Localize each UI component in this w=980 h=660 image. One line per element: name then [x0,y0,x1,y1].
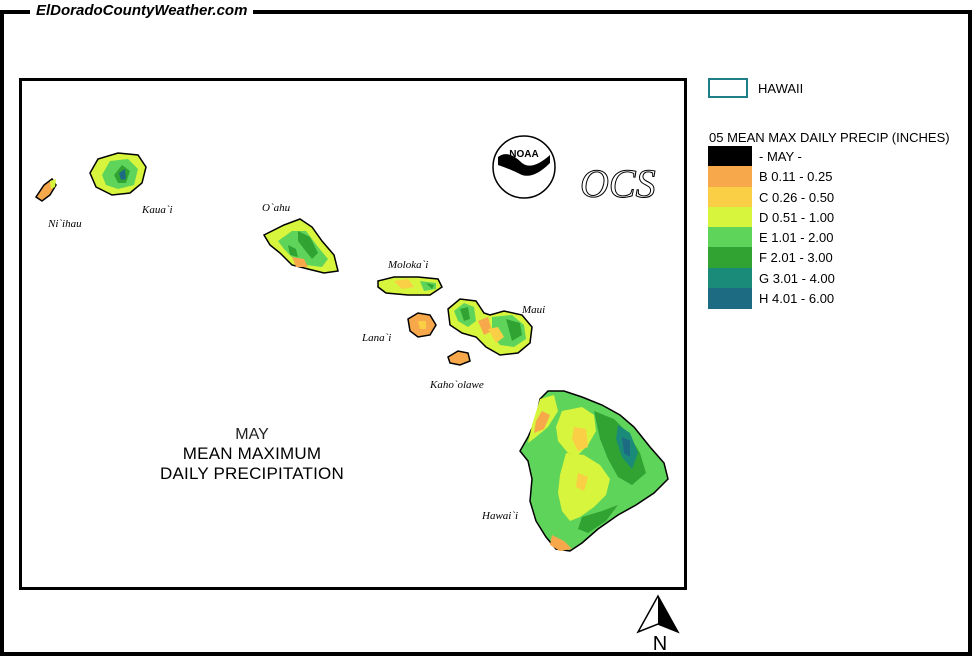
label-lanai: Lana`i [361,332,391,344]
page-frame [0,10,972,656]
legend-swatch [708,146,752,167]
legend-swatch [708,186,752,208]
island-maui[interactable] [447,298,533,356]
legend-swatch [708,247,752,269]
hawaii-boundary-swatch [708,78,748,98]
noaa-logo-text: NOAA [509,149,538,160]
island-lanai[interactable] [407,312,437,338]
legend-swatch [708,166,752,188]
legend-label: H 4.01 - 6.00 [759,291,835,307]
legend-rows: - MAY - B 0.11 - 0.25 C 0.26 - 0.50 D 0.… [708,146,968,310]
island-oahu[interactable] [262,218,339,274]
legend-item: B 0.11 - 0.25 [708,166,968,188]
hawaii-boundary-label: HAWAII [758,81,804,96]
legend-label: D 0.51 - 1.00 [759,209,835,225]
legend-item: H 4.01 - 6.00 [708,288,968,310]
legend-item: - MAY - [708,146,968,167]
legend-label: - MAY - [759,149,802,164]
legend-item: E 1.01 - 2.00 [708,227,968,249]
north-arrow-icon: N [636,594,680,655]
label-kauai: Kaua`i [141,204,173,216]
label-hawaii: Hawai`i [481,510,518,522]
legend-item: D 0.51 - 1.00 [708,206,968,228]
legend-label: E 1.01 - 2.00 [759,230,834,246]
label-maui: Maui [521,304,545,316]
legend-label: C 0.26 - 0.50 [759,189,835,205]
legend-swatch [708,206,752,228]
legend-swatch [708,227,752,249]
legend-swatch [708,267,752,289]
noaa-logo: NOAA [492,135,556,199]
island-kahoolawe[interactable] [447,350,471,366]
label-oahu: O`ahu [262,202,291,214]
hawaii-map: Ni`ihau Kaua`i O`ahu Moloka`i Lana`i Mau… [34,135,669,552]
map-title-line2: DAILY PRECIPITATION [160,464,344,483]
map-title-line1: MEAN MAXIMUM [182,444,322,463]
label-niihau: Ni`ihau [47,218,82,230]
ocs-logo: OCS [580,161,656,206]
map-panel: Ni`ihau Kaua`i O`ahu Moloka`i Lana`i Mau… [19,78,687,590]
legend-label: B 0.11 - 0.25 [759,169,833,185]
legend-item: F 2.01 - 3.00 [708,247,968,269]
map-title-block: MAY MEAN MAXIMUM DAILY PRECIPITATION [142,426,362,484]
legend-title: 05 MEAN MAX DAILY PRECIP (INCHES) [709,130,950,145]
legend-label: G 3.01 - 4.00 [759,270,835,286]
map-title-month: MAY [235,426,269,443]
island-molokai[interactable] [377,276,443,296]
island-niihau[interactable] [34,177,57,202]
island-kauai[interactable] [89,152,147,196]
island-hawaii[interactable] [519,390,669,552]
legend-label: F 2.01 - 3.00 [759,250,833,266]
north-label: N [653,633,667,655]
site-title[interactable]: ElDoradoCountyWeather.com [30,2,254,19]
legend-item: C 0.26 - 0.50 [708,186,968,208]
label-kahoolawe: Kaho`olawe [429,379,484,391]
legend-item: G 3.01 - 4.00 [708,267,968,289]
legend-swatch [708,288,752,310]
label-molokai: Moloka`i [387,259,428,271]
